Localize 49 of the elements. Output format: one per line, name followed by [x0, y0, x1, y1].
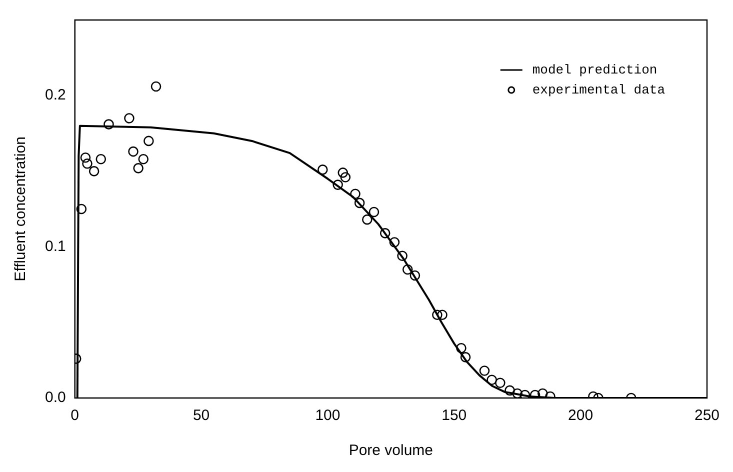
point [520, 390, 530, 398]
legend-label: model prediction [532, 62, 658, 78]
point [150, 81, 162, 92]
point [380, 228, 390, 238]
y-tick-label: 0.2 [44, 86, 66, 104]
point [402, 264, 413, 275]
point [82, 158, 92, 169]
x-tick-label: 150 [442, 407, 467, 424]
point [144, 136, 154, 146]
point [512, 388, 523, 398]
point [96, 154, 106, 164]
point [88, 166, 100, 176]
point [80, 152, 91, 163]
point [397, 250, 408, 262]
point [486, 374, 497, 386]
point [504, 385, 515, 396]
point [138, 154, 149, 164]
point [338, 168, 348, 178]
y-tick-label: 0.0 [44, 389, 66, 406]
y-axis-title: Effluent concentration [12, 136, 30, 282]
point [128, 146, 138, 157]
point [479, 366, 490, 376]
point [537, 388, 548, 398]
point [124, 113, 134, 124]
x-axis-title: Pore volume [348, 442, 434, 460]
x-tick-label: 100 [315, 407, 340, 424]
point [318, 164, 328, 175]
x-tick-label: 250 [694, 407, 720, 424]
point [350, 188, 360, 200]
x-tick-label: 200 [568, 407, 594, 424]
point [340, 172, 351, 182]
point [432, 310, 442, 320]
x-tick-label: 50 [192, 407, 210, 424]
y-tick-label: 0.1 [44, 238, 66, 255]
point [456, 342, 466, 354]
point [368, 206, 380, 218]
point [410, 270, 420, 281]
point [133, 163, 144, 174]
point [104, 119, 114, 130]
point [362, 214, 372, 225]
point [460, 352, 471, 362]
x-tick-label: 0 [70, 407, 80, 424]
point [332, 180, 343, 190]
point [354, 198, 365, 208]
point [437, 310, 448, 320]
point [495, 378, 506, 388]
point [76, 204, 87, 214]
legend-label: experimental data [532, 82, 666, 98]
point [389, 237, 400, 248]
